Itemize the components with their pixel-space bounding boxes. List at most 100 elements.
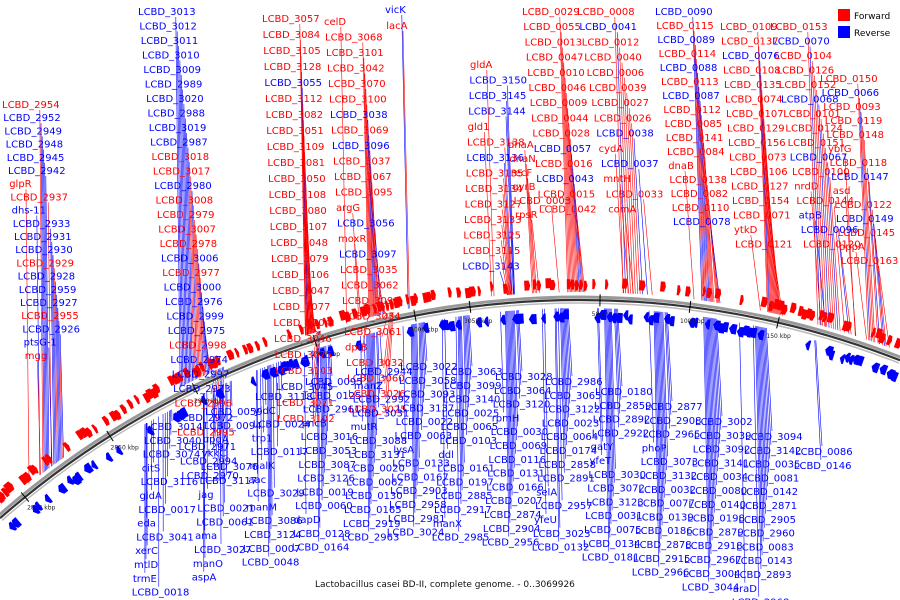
gene-label: gld1 <box>468 122 490 133</box>
scale-tick-mark <box>413 309 417 322</box>
leader-line <box>189 161 195 381</box>
forward-gene-arrow <box>396 296 403 307</box>
leader-line <box>814 340 822 460</box>
leader-line <box>444 318 448 449</box>
leader-line <box>504 147 513 295</box>
scale-tick-mark <box>468 300 472 313</box>
gene-label: LCBD_3137 <box>397 403 455 414</box>
gene-label: LCBD_0117 <box>251 447 309 458</box>
leader-line <box>704 316 711 568</box>
forward-gene-arrow <box>225 349 235 361</box>
gene-label: LCBD_3107 <box>270 222 328 233</box>
forward-gene-arrow <box>430 289 436 301</box>
forward-gene-arrow <box>30 464 39 474</box>
leader-line <box>299 23 306 336</box>
gene-label: LCBD_3135 <box>466 169 524 180</box>
gene-label: LCBD_0152 <box>779 80 837 91</box>
forward-gene-arrow <box>706 287 713 299</box>
gene-label: LCBD_2959 <box>19 285 77 296</box>
reverse-gene-arrow <box>500 314 506 325</box>
leader-line <box>809 46 821 326</box>
reverse-gene-arrow <box>250 376 258 387</box>
leader-line <box>467 315 472 380</box>
forward-gene-arrow <box>0 487 10 498</box>
gene-label: LCBD_2937 <box>10 192 68 203</box>
leader-line <box>565 308 571 404</box>
leader-line <box>615 308 621 414</box>
gene-label: lysA <box>393 445 414 456</box>
leader-line <box>855 251 867 340</box>
leader-line <box>616 32 626 294</box>
forward-gene-arrow <box>583 280 588 291</box>
gene-label: LCBD_0147 <box>831 172 889 183</box>
gene-label: LCBD_2942 <box>8 166 66 177</box>
leader-line <box>703 316 710 582</box>
gene-label: vicK <box>385 5 406 16</box>
scale-tick-mark <box>191 383 199 395</box>
forward-gene-arrow <box>343 311 351 323</box>
gene-label: LCBD_3099 <box>444 381 502 392</box>
gene-label: xerC <box>135 546 158 557</box>
forward-gene-arrow <box>893 337 900 349</box>
forward-gene-arrow <box>298 324 304 335</box>
forward-gene-arrow <box>489 281 494 292</box>
leader-line <box>365 88 373 317</box>
gene-label: LCBD_0067 <box>790 153 848 164</box>
forward-gene-arrow <box>447 287 452 298</box>
gene-label: LCBD_0023 <box>542 418 600 429</box>
leader-line <box>820 118 832 329</box>
forward-gene-arrow <box>327 316 334 327</box>
gene-label: LCBD_3069 <box>331 126 389 137</box>
reverse-gene-arrow <box>442 319 450 331</box>
gene-label: LCBD_3112 <box>265 94 323 105</box>
gene-label: LCBD_2885 <box>435 491 493 502</box>
backbone-arc <box>0 295 900 517</box>
gene-label: LCBD_0009 <box>530 98 588 109</box>
gene-label: rpmH <box>492 413 520 424</box>
gene-label: LCBD_3109 <box>267 142 325 153</box>
gene-label: LCBD_0031 <box>585 511 643 522</box>
leader-line <box>700 114 711 302</box>
leader-line <box>368 333 372 505</box>
gene-label: manZ <box>354 381 383 392</box>
leader-line <box>52 255 57 463</box>
legend-reverse-swatch <box>838 26 850 38</box>
reverse-gene-arrow <box>561 309 569 320</box>
forward-gene-arrow <box>638 280 646 291</box>
reverse-gene-arrow <box>91 460 99 470</box>
gene-label: LCBD_3115 <box>463 246 521 257</box>
leader-line <box>226 382 228 462</box>
gene-label: ybfG <box>828 144 852 155</box>
leader-line <box>256 369 259 502</box>
gene-label: LCBD_2945 <box>7 153 65 164</box>
leader-line <box>659 311 665 498</box>
leader-line <box>51 241 56 464</box>
gene-label: LCBD_0096 <box>801 225 859 236</box>
reverse-gene-arrow <box>216 388 226 400</box>
gene-label: LCBD_0095 <box>305 377 363 388</box>
gene-label: LCBD_0197 <box>436 477 494 488</box>
gene-label: LCBD_0047 <box>526 53 584 64</box>
gene-label: LCBD_3022 <box>400 362 458 373</box>
gene-label: araD <box>733 584 757 595</box>
gene-label: LCBD_2975 <box>168 326 226 337</box>
leader-line <box>707 317 714 527</box>
leader-line <box>340 26 347 324</box>
leader-line <box>300 55 307 336</box>
forward-gene-arrow <box>845 321 852 332</box>
gene-label: LCBD_3031 <box>352 408 410 419</box>
leader-line <box>704 156 715 303</box>
gene-label: LCBD_2988 <box>147 109 205 120</box>
leader-line <box>567 108 576 293</box>
leader-line <box>300 39 307 336</box>
gene-label: LCBD_3132 <box>640 471 698 482</box>
forward-gene-arrow <box>502 283 509 294</box>
leader-line <box>569 138 579 293</box>
gene-label: LCBD_0057 <box>534 144 592 155</box>
leader-line <box>423 322 427 375</box>
leader-line <box>564 308 569 418</box>
forward-gene-arrow <box>566 279 572 290</box>
leader-line <box>191 190 197 380</box>
leader-line <box>860 111 872 342</box>
leader-line <box>56 294 61 461</box>
